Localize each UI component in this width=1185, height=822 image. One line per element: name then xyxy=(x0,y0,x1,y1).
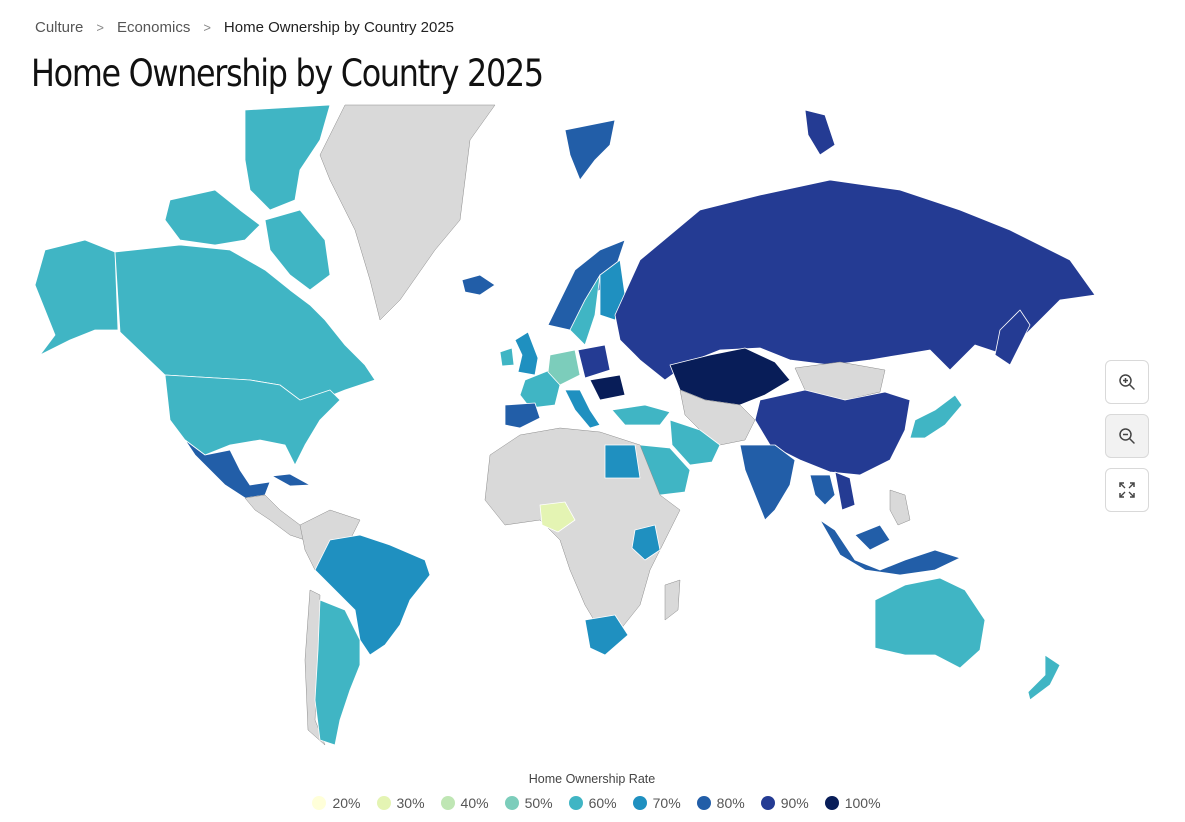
country-indonesia[interactable] xyxy=(819,519,961,576)
zoom-out-icon xyxy=(1119,428,1135,444)
breadcrumb-separator: > xyxy=(203,20,211,35)
legend-label: 90% xyxy=(780,795,809,811)
country-new-zealand[interactable] xyxy=(1027,654,1061,701)
country-canada-islands[interactable] xyxy=(164,189,261,246)
region-central-america[interactable] xyxy=(244,494,306,541)
legend-swatch xyxy=(504,796,519,810)
legend-swatch xyxy=(440,796,455,810)
legend-swatch xyxy=(760,796,775,810)
country-south-africa[interactable] xyxy=(584,614,629,656)
country-sweden[interactable] xyxy=(569,274,601,346)
country-india[interactable] xyxy=(739,444,796,521)
legend-swatch xyxy=(632,796,647,810)
country-greenland[interactable] xyxy=(319,104,496,321)
legend-label: 30% xyxy=(396,795,425,811)
breadcrumb-separator: > xyxy=(96,20,104,35)
country-canada-arctic[interactable] xyxy=(244,104,331,211)
country-mexico[interactable] xyxy=(184,439,271,499)
legend-item[interactable]: 30% xyxy=(376,795,425,811)
country-australia[interactable] xyxy=(874,577,986,669)
fullscreen-button[interactable] xyxy=(1105,468,1149,512)
legend-item[interactable]: 50% xyxy=(504,795,553,811)
region-central-asia[interactable] xyxy=(679,389,756,446)
legend-item[interactable]: 100% xyxy=(824,795,881,811)
country-germany[interactable] xyxy=(547,349,581,386)
country-kenya[interactable] xyxy=(631,524,661,561)
country-japan[interactable] xyxy=(909,394,963,439)
country-alaska[interactable] xyxy=(34,239,119,356)
country-spain[interactable] xyxy=(504,402,541,429)
legend-label: 40% xyxy=(460,795,489,811)
country-nigeria[interactable] xyxy=(539,501,576,533)
country-svalbard[interactable] xyxy=(564,119,616,181)
legend-label: 80% xyxy=(716,795,745,811)
legend-swatch xyxy=(568,796,583,810)
country-russia-kamchatka[interactable] xyxy=(994,309,1031,366)
country-iceland[interactable] xyxy=(461,274,496,296)
page-title: Home Ownership by Country 2025 xyxy=(31,52,544,95)
country-poland[interactable] xyxy=(577,344,611,379)
legend-item[interactable]: 20% xyxy=(312,795,361,811)
country-united-kingdom[interactable] xyxy=(514,331,539,376)
legend-swatch xyxy=(824,796,839,810)
world-map[interactable] xyxy=(0,100,1185,760)
legend-item[interactable]: 80% xyxy=(696,795,745,811)
legend-label: 50% xyxy=(524,795,553,811)
country-argentina[interactable] xyxy=(314,599,361,746)
breadcrumb: Culture > Economics > Home Ownership by … xyxy=(35,19,454,36)
country-ireland[interactable] xyxy=(499,347,515,367)
map-legend: Home Ownership Rate 20% 30% 40% 50% 60% 70% 80… xyxy=(0,772,1185,811)
country-turkey[interactable] xyxy=(611,404,671,426)
legend-label: 60% xyxy=(588,795,617,811)
world-map-svg xyxy=(34,104,1096,746)
legend-item[interactable]: 90% xyxy=(760,795,809,811)
legend-label: 70% xyxy=(652,795,681,811)
legend-title: Home Ownership Rate xyxy=(528,772,656,786)
legend-swatch xyxy=(696,796,711,810)
country-madagascar[interactable] xyxy=(664,579,681,621)
country-thailand[interactable] xyxy=(809,474,836,506)
country-romania[interactable] xyxy=(589,374,626,401)
breadcrumb-item-economics[interactable]: Economics xyxy=(116,19,191,36)
legend-label: 100% xyxy=(844,795,881,811)
breadcrumb-item-current: Home Ownership by Country 2025 xyxy=(223,19,455,36)
country-egypt[interactable] xyxy=(604,444,641,479)
breadcrumb-item-culture[interactable]: Culture xyxy=(35,19,84,36)
legend-swatch xyxy=(376,796,391,810)
country-vietnam[interactable] xyxy=(834,471,856,511)
country-malaysia[interactable] xyxy=(854,524,891,551)
country-russia-island[interactable] xyxy=(804,109,836,156)
country-brazil[interactable] xyxy=(314,534,431,656)
country-philippines[interactable] xyxy=(889,489,911,526)
country-iran[interactable] xyxy=(669,419,721,466)
legend-items: 20% 30% 40% 50% 60% 70% 80% 90% 100% xyxy=(0,795,1185,811)
legend-item[interactable]: 70% xyxy=(632,795,681,811)
expand-icon xyxy=(1119,482,1135,498)
legend-item[interactable]: 60% xyxy=(568,795,617,811)
legend-swatch xyxy=(312,796,327,810)
zoom-in-button[interactable] xyxy=(1105,360,1149,404)
country-cuba[interactable] xyxy=(271,473,311,487)
country-canada-baffin[interactable] xyxy=(264,209,331,291)
legend-label: 20% xyxy=(332,795,361,811)
region-africa[interactable] xyxy=(484,427,681,631)
legend-item[interactable]: 40% xyxy=(440,795,489,811)
country-russia[interactable] xyxy=(614,179,1096,381)
zoom-in-icon xyxy=(1119,374,1135,390)
country-italy[interactable] xyxy=(564,389,601,429)
zoom-out-button[interactable] xyxy=(1105,414,1149,458)
